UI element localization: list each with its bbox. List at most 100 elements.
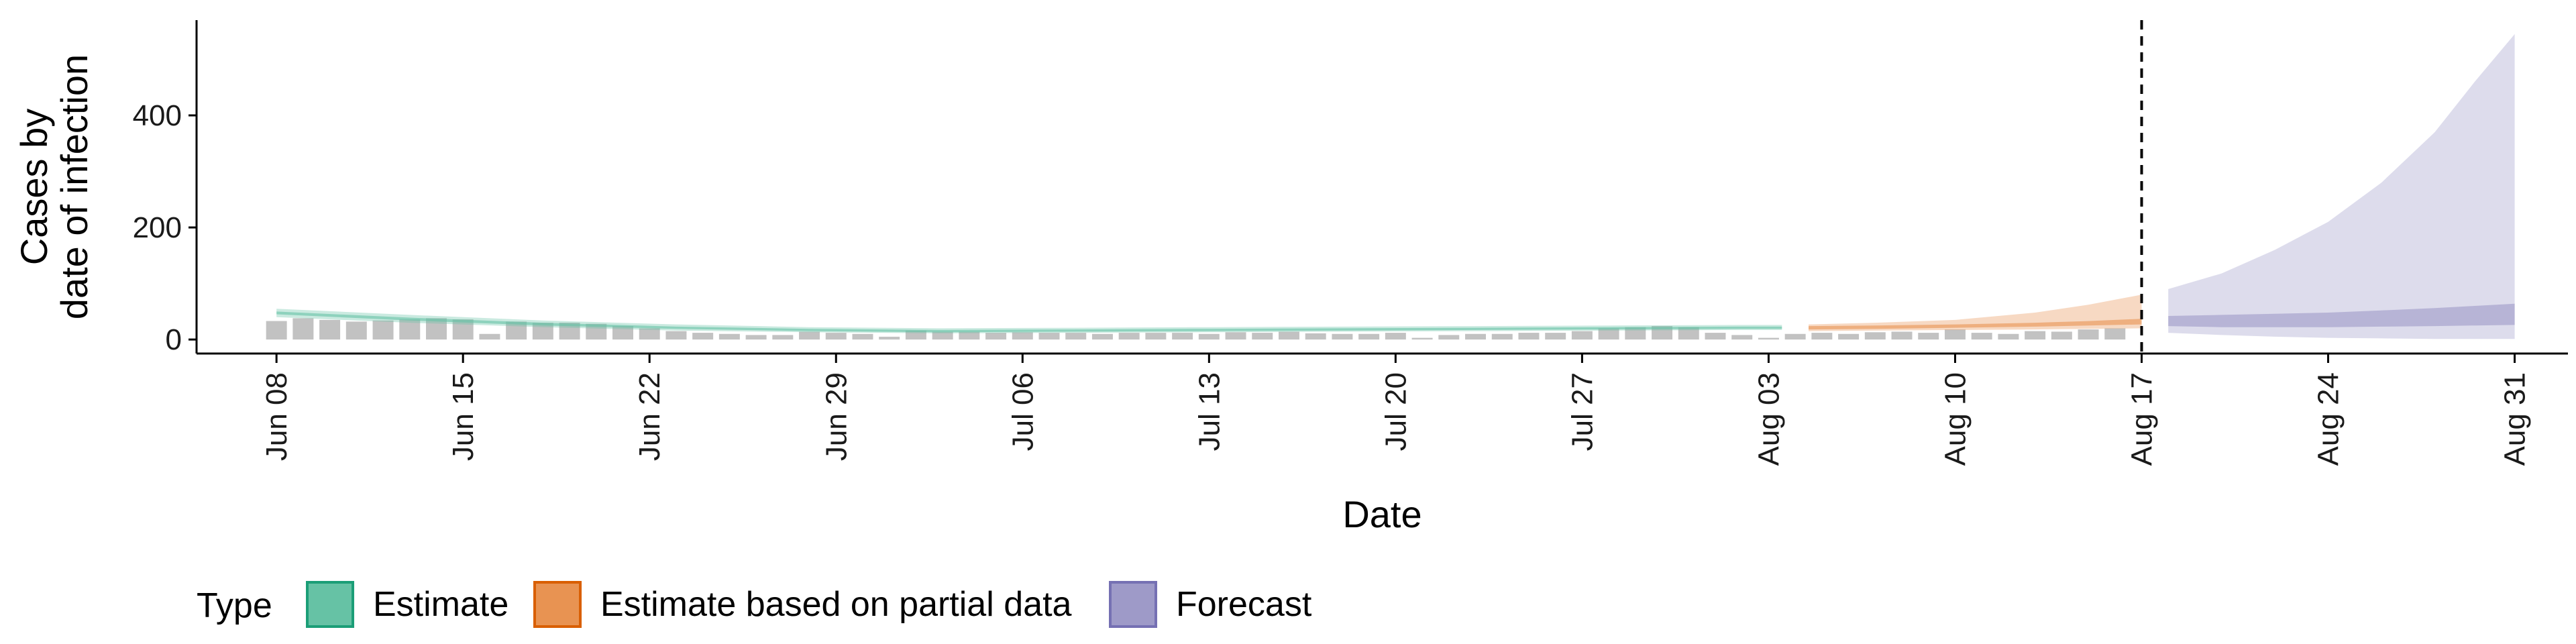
reported-case-bar xyxy=(905,330,926,340)
reported-case-bar xyxy=(1358,333,1380,340)
x-axis-ticks: Jun 08 Jun 15 Jun 22 Jun 29 Jul 06 Jul 13 Jul … xyxy=(260,354,2532,466)
reported-case-bar xyxy=(1038,333,1060,340)
reported-case-bar xyxy=(1705,333,1726,340)
estimate-50-interval xyxy=(276,311,1782,333)
reported-case-bar xyxy=(745,335,767,340)
reported-case-bar xyxy=(1278,331,1299,340)
reported-case-bar xyxy=(1118,333,1140,340)
reported-case-bar xyxy=(1332,333,1353,340)
reported-case-bar xyxy=(1012,332,1033,340)
reported-case-bar xyxy=(1971,333,1992,340)
reported-case-bar xyxy=(1998,333,2019,340)
reported-case-bar xyxy=(1758,337,1779,340)
reported-case-bar xyxy=(372,320,394,340)
x-tick-label: Jul 13 xyxy=(1193,372,1226,451)
reported-case-bar xyxy=(772,335,794,340)
y-tick-label: 400 xyxy=(133,99,182,132)
reported-case-bar xyxy=(1918,333,1939,340)
reported-case-bar xyxy=(1864,332,1886,340)
reported-case-bar xyxy=(612,326,633,340)
x-tick-label: Aug 24 xyxy=(2312,372,2345,466)
reported-case-bar xyxy=(399,319,421,340)
reported-case-bar xyxy=(879,336,900,340)
reported-case-bar xyxy=(1091,333,1113,340)
reported-case-bar xyxy=(1465,333,1487,340)
reported-case-bar xyxy=(1145,333,1167,340)
reported-case-bar xyxy=(1625,327,1646,340)
reported-case-bar xyxy=(825,333,847,340)
x-tick-label: Jul 27 xyxy=(1566,372,1599,451)
reported-case-bar xyxy=(932,331,953,340)
reported-case-bar xyxy=(692,333,714,340)
reported-case-bar xyxy=(586,323,607,340)
x-tick-label: Jun 15 xyxy=(447,372,480,461)
reported-case-bar xyxy=(1252,333,1273,340)
legend-swatch xyxy=(533,581,582,628)
estimate-based-on-partial-data-50-interval xyxy=(1809,319,2142,330)
reported-case-bar xyxy=(425,318,447,340)
reported-case-bar xyxy=(2104,328,2126,340)
reported-case-bar xyxy=(639,328,660,340)
reported-case-bar xyxy=(985,333,1007,340)
reported-case-bar xyxy=(1385,333,1406,340)
legend-label: Estimate based on partial data xyxy=(600,585,1072,624)
x-tick-label: Aug 10 xyxy=(1939,372,1972,466)
x-tick-label: Jul 06 xyxy=(1006,372,1039,451)
reported-case-bar xyxy=(1545,333,1566,340)
legend-title: Type xyxy=(197,586,272,625)
reported-case-bar xyxy=(319,319,341,340)
x-tick-label: Jun 22 xyxy=(633,372,666,461)
reported-case-bar xyxy=(1198,333,1220,340)
reported-case-bar xyxy=(1652,326,1673,340)
reported-case-bar xyxy=(292,318,314,340)
reported-case-bar xyxy=(2078,329,2099,340)
reported-case-bar xyxy=(1065,333,1087,340)
reported-case-bar xyxy=(2051,331,2072,340)
reported-case-bar xyxy=(1518,333,1540,340)
legend-label: Forecast xyxy=(1176,585,1312,624)
reported-case-bar xyxy=(1305,333,1326,340)
y-axis-ticks: 0 200 400 xyxy=(133,99,197,356)
forecast-90-interval xyxy=(2168,34,2515,339)
reported-case-bar xyxy=(799,331,820,340)
reported-case-bar xyxy=(1172,333,1193,340)
reported-cases-bars xyxy=(266,318,2126,340)
y-axis-title: Cases by date of infection xyxy=(13,54,95,319)
reported-case-bar xyxy=(1438,335,1460,340)
legend: Type Estimate Estimate based on partial d… xyxy=(197,581,1312,628)
legend-label: Estimate xyxy=(373,585,508,624)
x-tick-label: Jul 20 xyxy=(1379,372,1412,451)
x-tick-label: Aug 31 xyxy=(2499,372,2532,466)
reported-case-bar xyxy=(1944,329,1966,340)
reported-case-bar xyxy=(852,333,873,340)
reported-case-bar xyxy=(959,331,980,340)
reported-case-bar xyxy=(2025,331,2046,340)
reported-case-bar xyxy=(1784,333,1806,340)
x-tick-label: Aug 03 xyxy=(1752,372,1785,466)
reported-case-bar xyxy=(1225,332,1246,340)
reported-case-bar xyxy=(1598,328,1619,340)
reported-case-bar xyxy=(1731,335,1753,340)
reported-case-bar xyxy=(1571,331,1593,340)
reported-case-bar xyxy=(1811,333,1833,340)
x-axis-title: Date xyxy=(1342,493,1421,535)
x-tick-label: Jun 29 xyxy=(820,372,853,461)
reported-case-bar xyxy=(479,333,500,340)
y-axis-title-line-2: date of infection xyxy=(53,54,95,319)
legend-swatch xyxy=(1109,581,1157,628)
y-tick-label: 0 xyxy=(166,323,182,356)
reported-case-bar xyxy=(266,321,287,340)
reported-case-bar xyxy=(1891,331,1913,340)
reported-case-bar xyxy=(1411,337,1433,340)
reported-case-bar xyxy=(1838,333,1860,340)
reported-case-bar xyxy=(1678,327,1699,340)
y-tick-label: 200 xyxy=(133,211,182,244)
x-tick-label: Jun 08 xyxy=(260,372,293,461)
reported-case-bar xyxy=(1491,333,1513,340)
y-axis-title-line-1: Cases by xyxy=(13,109,55,265)
reported-case-bar xyxy=(345,321,367,340)
legend-swatch xyxy=(306,581,354,628)
estimate-ribbons xyxy=(276,34,2515,339)
